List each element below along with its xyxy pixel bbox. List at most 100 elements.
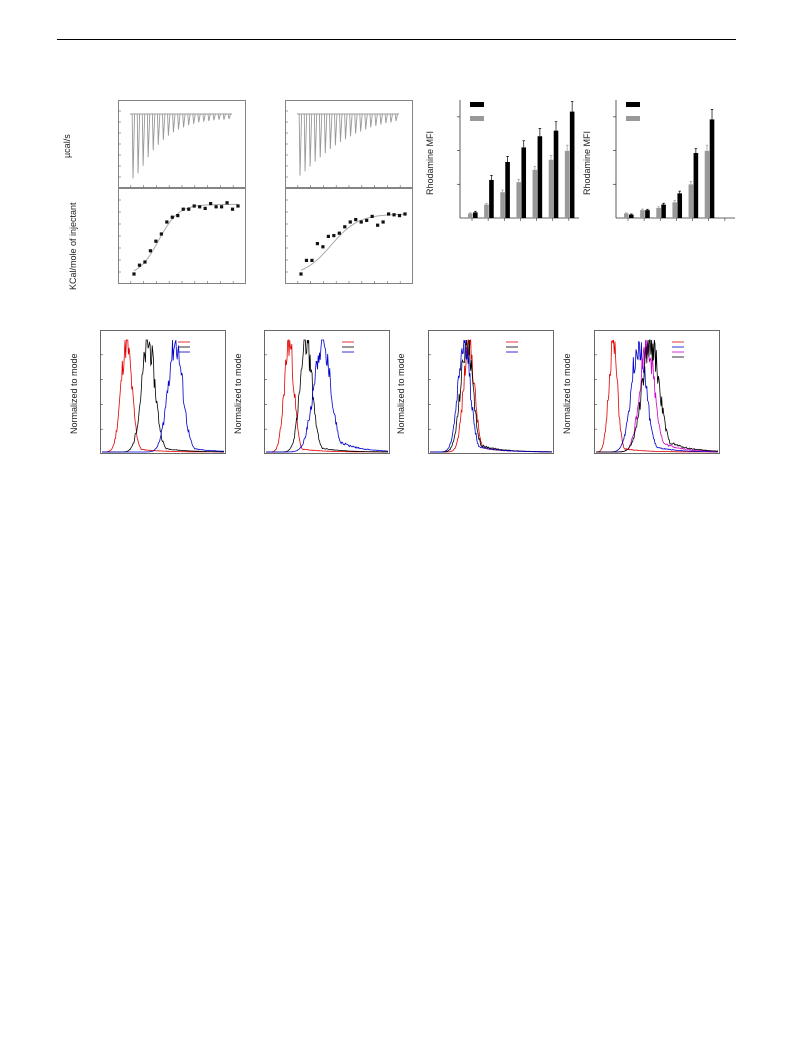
- bar-2-bar: [661, 204, 666, 218]
- itc-raw-2-peak: [349, 113, 353, 137]
- itc-fit-2-point: [310, 258, 314, 262]
- bar-2-bar: [693, 153, 699, 218]
- itc-fit-2-point: [304, 258, 309, 262]
- itc-fit-1-fit-curve: [133, 203, 238, 272]
- bar-1-bar: [564, 150, 570, 218]
- hist2-ylabel: Normalized to mode: [233, 353, 243, 434]
- itc-raw-2-peak: [354, 113, 358, 134]
- itc-raw-1-peak: [146, 113, 151, 158]
- itc-fit-1-point: [170, 215, 174, 219]
- itc-raw-2-peak: [334, 113, 338, 146]
- itc-raw-2-peak: [374, 113, 378, 126]
- itc-raw-2-peak: [389, 113, 393, 123]
- itc-raw-2-peak: [308, 113, 313, 167]
- itc-fit-1-point: [143, 260, 147, 264]
- hist-4-series-1: [596, 340, 718, 453]
- itc-raw-2-peak: [298, 113, 303, 176]
- itc-raw-chart-1: [118, 100, 246, 188]
- itc-fit-1-point: [137, 263, 142, 267]
- itc-fit-1-point: [148, 249, 153, 253]
- hist-3-frame: [428, 330, 554, 454]
- bar-1-bar: [532, 169, 538, 218]
- itc-fit-1-point: [132, 272, 136, 276]
- histogram-chart-4: [594, 330, 720, 454]
- itc-raw-1-peak: [157, 113, 161, 145]
- hist-2-series-2: [266, 339, 389, 453]
- itc-raw-1-peak: [131, 113, 136, 179]
- itc-fit-1-point: [154, 239, 158, 243]
- hist-3-series-1: [430, 339, 552, 453]
- bar-1-bar: [521, 147, 527, 218]
- hist4-ylabel: Normalized to mode: [562, 353, 572, 434]
- itc-raw-1-peak: [187, 113, 191, 126]
- itc-fit-1-point: [181, 207, 185, 211]
- itc-raw-1-peak: [227, 113, 232, 120]
- bar-1-legend-swatch-gray: [470, 116, 484, 121]
- itc-raw-chart-2: [285, 100, 413, 188]
- itc-fit-2-point: [359, 220, 363, 224]
- itc-fit-1-point: [236, 204, 240, 208]
- itc-fit-1-point: [219, 205, 224, 209]
- itc-fit-2-point: [365, 218, 369, 222]
- itc-raw-2-peak: [359, 113, 363, 132]
- hist-4-series-3: [596, 339, 718, 453]
- bar-2-bar: [709, 119, 715, 218]
- itc-fit-2-point: [348, 220, 352, 224]
- bar-1-bar: [548, 159, 554, 218]
- hist-1-frame: [100, 330, 226, 454]
- itc-fit-1-point: [230, 207, 235, 211]
- itc-fit-2-frame: [285, 188, 413, 284]
- bar-2-legend-swatch-gray: [626, 116, 640, 121]
- itc-fit-2-point: [370, 214, 374, 218]
- hist-4-series-2: [596, 339, 719, 453]
- bar-2-bar: [677, 193, 683, 218]
- itc-fit-2-point: [343, 225, 347, 229]
- itc-fit-1-point: [209, 202, 213, 206]
- itc-fit-2-point: [386, 212, 391, 216]
- itc-enthalpy-label: KCal/mole of injectant: [68, 202, 78, 290]
- bar-1-legend-swatch-black: [470, 102, 484, 107]
- itc-fit-chart-1: [118, 188, 246, 284]
- histogram-chart-1: [100, 330, 226, 454]
- bar-2-bar: [656, 207, 661, 218]
- bar-2-bar: [624, 213, 629, 218]
- bar-2-bar: [645, 210, 650, 218]
- itc-raw-2-peak: [369, 113, 373, 128]
- itc-raw-1-peak: [136, 113, 141, 174]
- bar-2-bar: [629, 214, 634, 218]
- itc-raw-2-peak: [303, 113, 308, 172]
- itc-raw-2-peak: [379, 113, 383, 125]
- bar-chart-1: [457, 100, 579, 221]
- itc-fit-2-point: [381, 220, 385, 224]
- hist-3-series-0: [430, 339, 552, 453]
- hist-3-series-2: [430, 339, 552, 453]
- itc-raw-2-peak: [384, 113, 388, 124]
- itc-fit-2-point: [403, 212, 407, 216]
- itc-raw-1-peak: [141, 113, 146, 166]
- itc-fit-2-point: [299, 272, 303, 276]
- itc-fit-1-point: [214, 205, 218, 209]
- itc-fit-2-point: [337, 231, 341, 235]
- itc-fit-2-point: [315, 242, 320, 246]
- itc-fit-2-point: [332, 234, 336, 238]
- hist-4-series-0: [595, 339, 718, 453]
- bar-1-bar: [489, 179, 494, 218]
- itc-raw-2-peak: [344, 113, 348, 140]
- bar2-ylabel: Rhodamine MFI: [582, 130, 592, 195]
- hist-2-frame: [264, 330, 390, 454]
- hist-4-frame: [594, 330, 720, 454]
- itc-raw-1-peak: [197, 113, 201, 123]
- bar-1-bar: [468, 213, 473, 218]
- itc-heat-rate-label: µcal/s: [62, 134, 72, 158]
- hist-1-series-1: [102, 339, 224, 453]
- itc-raw-1-peak: [202, 113, 206, 122]
- itc-raw-1-peak: [222, 113, 226, 120]
- itc-raw-1-peak: [162, 113, 166, 140]
- itc-raw-1-peak: [192, 113, 196, 124]
- itc-fit-2-point: [376, 223, 380, 227]
- itc-fit-1-point: [198, 205, 202, 209]
- itc-raw-1-peak: [167, 113, 171, 136]
- bar-2-bar: [704, 150, 710, 218]
- itc-raw-1-peak: [217, 113, 221, 120]
- hist-1-series-2: [102, 339, 225, 453]
